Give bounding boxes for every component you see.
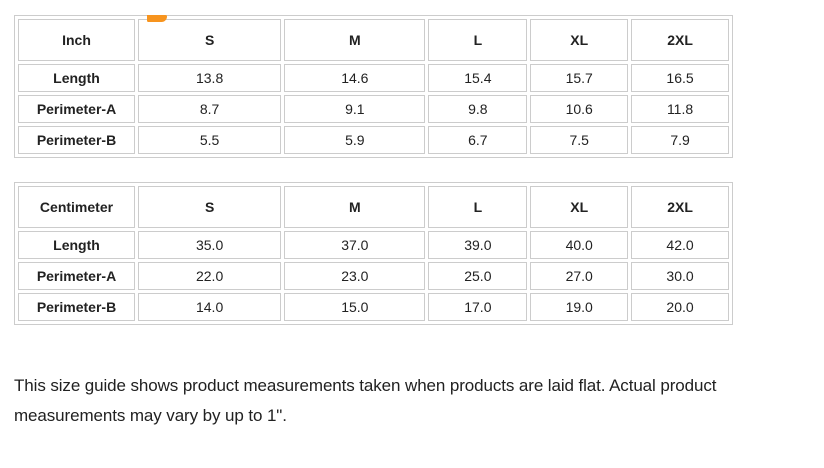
col-header-s: S [138, 19, 282, 61]
cell-value: 9.1 [284, 95, 426, 123]
cell-value: 5.9 [284, 126, 426, 154]
cell-value: 25.0 [428, 262, 528, 290]
truncated-heading-glyph [147, 15, 167, 22]
unit-header-inch: Inch [18, 19, 135, 61]
cell-value: 15.4 [428, 64, 528, 92]
cell-value: 8.7 [138, 95, 282, 123]
cell-value: 30.0 [631, 262, 729, 290]
col-header-l: L [428, 19, 528, 61]
size-guide-page: Inch S M L XL 2XL Length 13.8 14.6 15.4 … [0, 15, 824, 431]
unit-header-centimeter: Centimeter [18, 186, 135, 228]
cell-value: 40.0 [530, 231, 629, 259]
cell-value: 42.0 [631, 231, 729, 259]
size-table-centimeter: Centimeter S M L XL 2XL Length 35.0 37.0… [14, 182, 733, 325]
cell-value: 39.0 [428, 231, 528, 259]
table-row-length: Length 35.0 37.0 39.0 40.0 42.0 [18, 231, 729, 259]
col-header-m: M [284, 186, 426, 228]
table-row-perimeter-a: Perimeter-A 8.7 9.1 9.8 10.6 11.8 [18, 95, 729, 123]
table-row-perimeter-b: Perimeter-B 5.5 5.9 6.7 7.5 7.9 [18, 126, 729, 154]
cell-value: 10.6 [530, 95, 629, 123]
table-row-length: Length 13.8 14.6 15.4 15.7 16.5 [18, 64, 729, 92]
cell-value: 14.6 [284, 64, 426, 92]
cell-value: 7.5 [530, 126, 629, 154]
size-table-inch: Inch S M L XL 2XL Length 13.8 14.6 15.4 … [14, 15, 733, 158]
cell-value: 20.0 [631, 293, 729, 321]
row-label: Perimeter-B [18, 126, 135, 154]
size-guide-note: This size guide shows product measuremen… [14, 376, 717, 425]
cell-value: 37.0 [284, 231, 426, 259]
cell-value: 9.8 [428, 95, 528, 123]
cell-value: 22.0 [138, 262, 282, 290]
table-header-row: Centimeter S M L XL 2XL [18, 186, 729, 228]
row-label: Perimeter-A [18, 262, 135, 290]
cell-value: 14.0 [138, 293, 282, 321]
table-header-row: Inch S M L XL 2XL [18, 19, 729, 61]
row-label: Perimeter-B [18, 293, 135, 321]
cell-value: 5.5 [138, 126, 282, 154]
col-header-2xl: 2XL [631, 19, 729, 61]
col-header-s: S [138, 186, 282, 228]
col-header-l: L [428, 186, 528, 228]
row-label: Perimeter-A [18, 95, 135, 123]
cell-value: 17.0 [428, 293, 528, 321]
row-label: Length [18, 231, 135, 259]
cell-value: 13.8 [138, 64, 282, 92]
cell-value: 23.0 [284, 262, 426, 290]
table-row-perimeter-a: Perimeter-A 22.0 23.0 25.0 27.0 30.0 [18, 262, 729, 290]
row-label: Length [18, 64, 135, 92]
cell-value: 11.8 [631, 95, 729, 123]
cell-value: 15.7 [530, 64, 629, 92]
col-header-2xl: 2XL [631, 186, 729, 228]
cell-value: 19.0 [530, 293, 629, 321]
cell-value: 16.5 [631, 64, 729, 92]
col-header-xl: XL [530, 19, 629, 61]
cell-value: 35.0 [138, 231, 282, 259]
cell-value: 7.9 [631, 126, 729, 154]
cell-value: 27.0 [530, 262, 629, 290]
col-header-xl: XL [530, 186, 629, 228]
cell-value: 6.7 [428, 126, 528, 154]
table-row-perimeter-b: Perimeter-B 14.0 15.0 17.0 19.0 20.0 [18, 293, 729, 321]
cell-value: 15.0 [284, 293, 426, 321]
col-header-m: M [284, 19, 426, 61]
